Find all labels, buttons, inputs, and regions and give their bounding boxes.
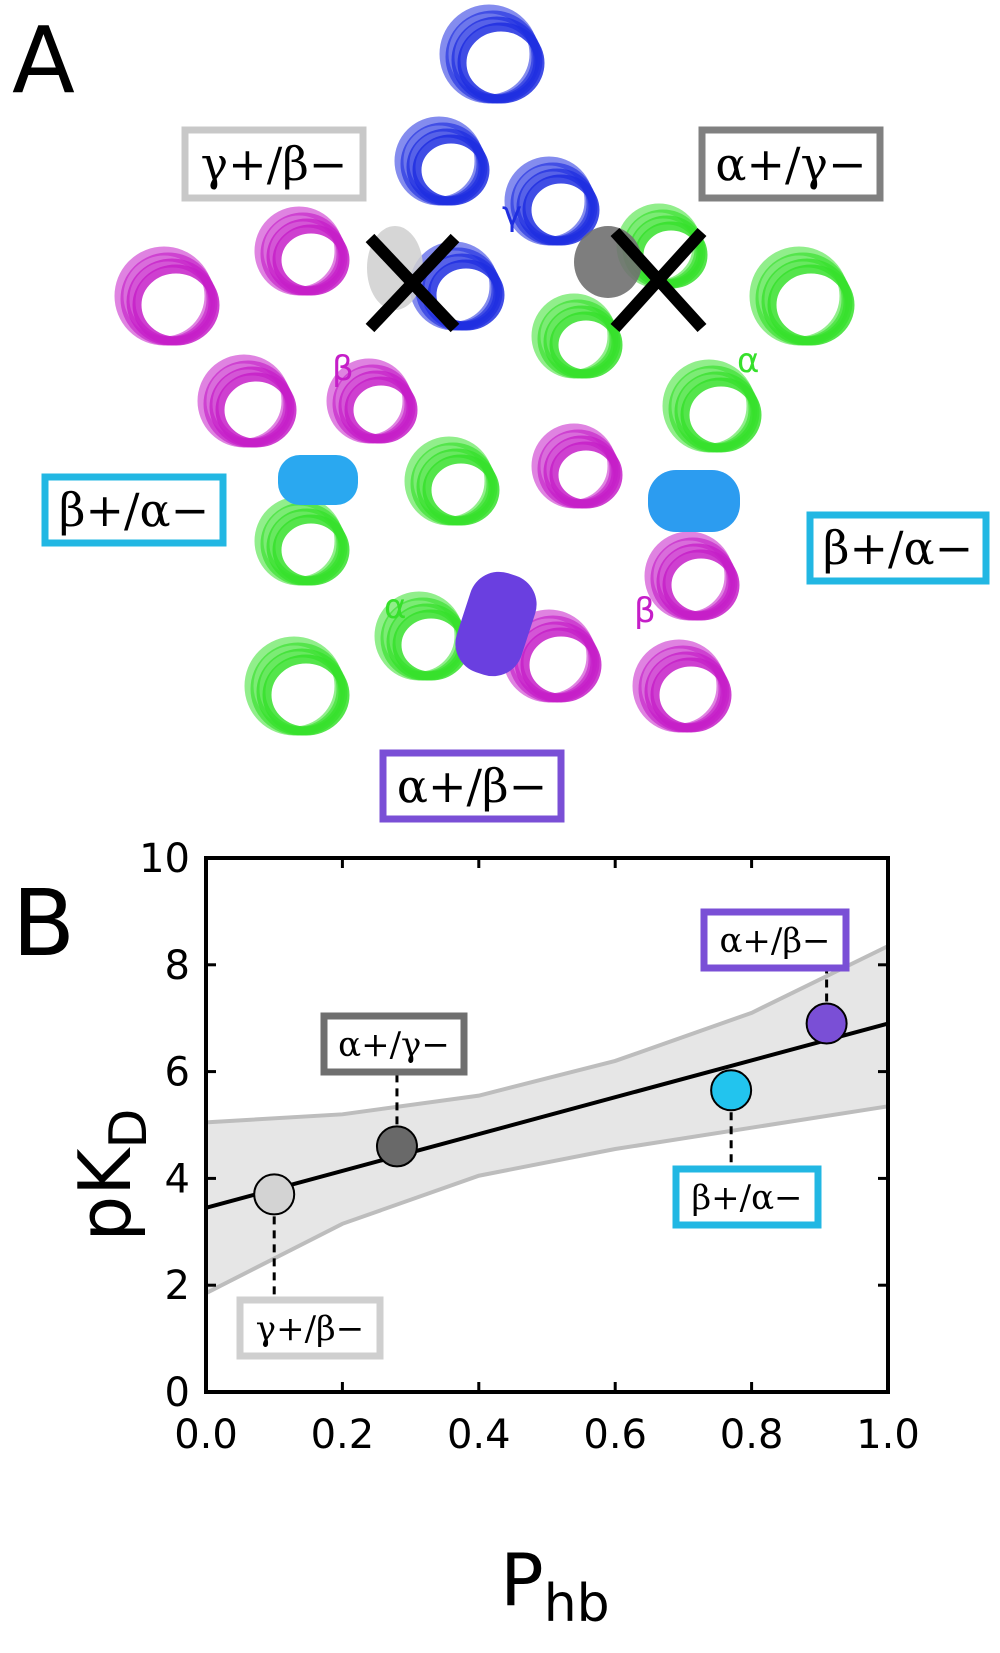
helix-coil <box>680 377 762 453</box>
point-label: α+/β− <box>719 921 830 961</box>
beta-helix <box>114 246 220 346</box>
helix-coil <box>520 627 602 703</box>
gamma-helix <box>504 156 600 246</box>
blocked-mark-alpha-gamma <box>610 227 707 333</box>
site-label: β+/α− <box>59 483 209 537</box>
site-box-alpha-gamma: α+/γ− <box>698 126 884 202</box>
alpha-helix <box>749 246 855 346</box>
label-beta-bottom: β <box>634 591 656 631</box>
beta-helix <box>197 354 297 448</box>
site-box-beta-alpha-left: β+/α− <box>41 473 227 547</box>
alpha-helix <box>531 293 623 379</box>
confidence-upper-line <box>205 944 889 1125</box>
beta-helix <box>531 423 623 509</box>
helix-coil <box>422 454 500 526</box>
helix-coil <box>272 224 350 296</box>
site-blob-beta-alpha-right <box>648 470 740 532</box>
helix-coil <box>549 311 623 379</box>
x-tick-label: 0.2 <box>311 1412 375 1458</box>
point-label-box <box>672 1165 822 1229</box>
plot-frame <box>204 856 890 1394</box>
confidence-band <box>206 946 888 1294</box>
site-label: γ+/β− <box>201 137 348 191</box>
label-beta-left: β <box>332 349 354 389</box>
x-tick-label: 0.4 <box>447 1412 511 1458</box>
y-tick-label: 10 <box>139 836 190 882</box>
panel-a-letter: A <box>12 7 75 114</box>
data-point <box>253 1173 296 1216</box>
y-axis-label-main: pK <box>63 1147 147 1242</box>
helix-coil <box>132 264 220 346</box>
alpha-helix <box>254 496 350 586</box>
beta-helix <box>644 531 740 621</box>
x-tick-label: 0.6 <box>583 1412 647 1458</box>
site-label: α+/γ− <box>715 137 866 191</box>
data-point <box>805 1002 848 1045</box>
site-box-alpha-beta: α+/β− <box>379 749 565 823</box>
blocked-mark-gamma-beta <box>365 233 460 333</box>
gamma-helix <box>409 241 505 331</box>
y-tick-label: 4 <box>165 1156 190 1202</box>
point-label-box <box>700 908 850 972</box>
site-blob-alpha-gamma <box>574 226 642 298</box>
x-axis-label-sub: hb <box>544 1574 610 1634</box>
x-tick-label: 1.0 <box>856 1412 920 1458</box>
alpha-helix <box>404 436 500 526</box>
beta-helix <box>632 639 732 733</box>
helix-coil <box>412 134 490 206</box>
helix-coil <box>662 549 740 621</box>
x-axis-label-main: P <box>500 1538 543 1622</box>
x-tick-label: 0.0 <box>174 1412 238 1458</box>
y-tick-label: 0 <box>165 1370 190 1416</box>
helix-coil <box>457 22 545 104</box>
data-point <box>375 1125 418 1168</box>
panel-b-letter: B <box>12 870 75 977</box>
label-alpha-right: α <box>737 341 759 381</box>
point-label-box <box>236 1296 384 1360</box>
gamma-helix <box>439 4 545 104</box>
fit-line <box>205 1021 889 1210</box>
y-axis-label: pKD <box>63 1109 159 1242</box>
gamma-helix <box>394 116 490 206</box>
x-tick-label: 0.8 <box>720 1412 784 1458</box>
y-axis-label-sub: D <box>99 1109 159 1149</box>
site-label: α+/β− <box>397 759 547 813</box>
helix-coil <box>767 264 855 346</box>
beta-helix <box>326 358 418 444</box>
point-label-box <box>320 1012 468 1076</box>
data-point <box>710 1069 753 1112</box>
chart: 0.0 0.2 0.4 0.6 0.8 1.0 0 2 4 6 8 10 γ+/β− α+/γ− β+/α−… <box>139 836 920 1458</box>
helix-coil <box>272 514 350 586</box>
site-box-gamma-beta: γ+/β− <box>181 126 367 202</box>
svg-text:pKD: pKD <box>63 1109 159 1242</box>
alpha-helix <box>244 636 350 736</box>
helix-coil <box>262 654 350 736</box>
alpha-helix <box>662 359 762 453</box>
site-label: β+/α− <box>823 521 973 575</box>
point-label: β+/α− <box>691 1178 802 1218</box>
site-blob-alpha-beta <box>455 571 537 677</box>
helix-coil <box>522 174 600 246</box>
confidence-lower-line <box>205 1104 889 1295</box>
site-box-beta-alpha-right: β+/α− <box>806 511 990 585</box>
point-label: γ+/β− <box>256 1309 364 1349</box>
y-tick-label: 2 <box>165 1263 190 1309</box>
helix-coil <box>549 441 623 509</box>
helix-coil <box>650 657 732 733</box>
helix-coil <box>344 376 418 444</box>
beta-helix <box>254 206 350 296</box>
label-gamma: γ <box>502 194 522 234</box>
label-alpha-bottom: α <box>384 587 406 627</box>
y-tick-label: 6 <box>165 1050 190 1096</box>
y-tick-label: 8 <box>165 943 190 989</box>
helix-coil <box>215 372 297 448</box>
site-blob-beta-alpha-left <box>278 455 358 505</box>
x-axis-label: Phb <box>500 1538 609 1634</box>
point-label: α+/γ− <box>338 1025 450 1065</box>
